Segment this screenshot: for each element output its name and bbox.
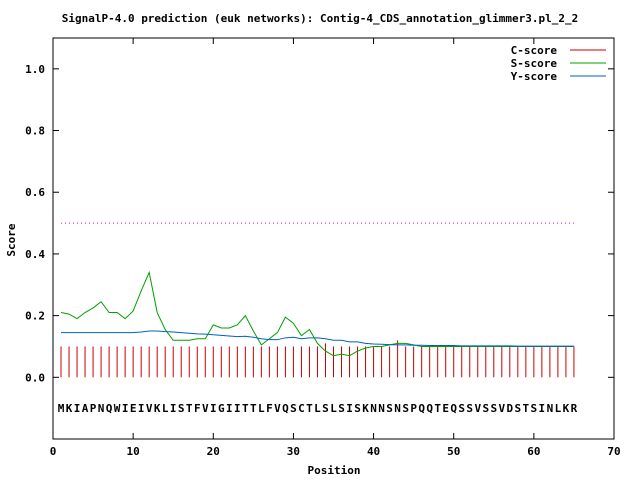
sequence-letter: L <box>330 402 337 415</box>
sequence-letter: K <box>66 402 73 415</box>
plot-border <box>52 37 615 440</box>
sequence-letter: T <box>434 402 441 415</box>
sequence-letter: F <box>266 402 273 415</box>
legend-label: C-score <box>511 44 558 57</box>
sequence-letter: L <box>555 402 562 415</box>
sequence-letter: W <box>114 402 121 415</box>
legend-label: Y-score <box>511 70 558 83</box>
sequence-letter: S <box>490 402 497 415</box>
sequence-letter: V <box>274 402 281 415</box>
sequence-letter: S <box>458 402 465 415</box>
sequence-letter: Q <box>106 402 113 415</box>
sequence-letter: I <box>346 402 353 415</box>
sequence-letter: K <box>563 402 570 415</box>
sequence-letter: A <box>82 402 89 415</box>
sequence-letter: Q <box>450 402 457 415</box>
sequence-letter: T <box>306 402 313 415</box>
sequence-letter: L <box>314 402 321 415</box>
x-axis-label: Position <box>308 464 361 477</box>
sequence-letter: S <box>290 402 297 415</box>
sequence-letter: V <box>202 402 209 415</box>
y-tick-label: 1.0 <box>25 63 45 76</box>
x-tick-label: 0 <box>50 445 57 458</box>
s-score-line <box>60 270 574 357</box>
sequence-letter: V <box>474 402 481 415</box>
sequence-letter: N <box>378 402 385 415</box>
sequence-letter: Q <box>418 402 425 415</box>
sequence-letter: I <box>122 402 129 415</box>
sequence-letter: D <box>507 402 514 415</box>
sequence-letter: S <box>354 402 361 415</box>
sequence-letter: L <box>258 402 265 415</box>
sequence-letter: L <box>162 402 169 415</box>
sequence-letter: K <box>362 402 369 415</box>
sequence-letter: I <box>539 402 546 415</box>
y-axis-label: Score <box>5 223 18 256</box>
x-tick-label: 20 <box>207 445 220 458</box>
sequence-letter: I <box>234 402 241 415</box>
sequence-letter: T <box>242 402 249 415</box>
sequence-letter: S <box>482 402 489 415</box>
sequence-letter: M <box>58 402 65 415</box>
sequence-letter: S <box>178 402 185 415</box>
sequence-letter: S <box>515 402 522 415</box>
sequence-letter: N <box>370 402 377 415</box>
sequence-letter: C <box>298 402 305 415</box>
sequence-letter: Q <box>426 402 433 415</box>
sequence-letter: Q <box>282 402 289 415</box>
sequence-letter: P <box>90 402 97 415</box>
sequence-letter: R <box>571 402 578 415</box>
x-tick-label: 30 <box>287 445 300 458</box>
sequence-letter: N <box>98 402 105 415</box>
sequence-letter: S <box>338 402 345 415</box>
sequence-letter: S <box>322 402 329 415</box>
y-tick-label: 0.8 <box>25 125 45 138</box>
sequence-letter: I <box>138 402 145 415</box>
sequence-letter: T <box>250 402 257 415</box>
sequence-letter: T <box>186 402 193 415</box>
sequence-letter: N <box>547 402 554 415</box>
sequence-letter: E <box>130 402 137 415</box>
y-tick-label: 0.4 <box>25 248 45 261</box>
y-tick-label: 0.0 <box>25 371 45 384</box>
legend-label: S-score <box>511 57 558 70</box>
sequence-letter: I <box>74 402 81 415</box>
chart-title: SignalP-4.0 prediction (euk networks): C… <box>62 12 579 25</box>
sequence-letter: V <box>146 402 153 415</box>
x-tick-label: 70 <box>607 445 620 458</box>
x-tick-label: 50 <box>447 445 460 458</box>
plot-axes: 0 10 20 30 40 50 60 70 0.0 0.2 0.4 0.6 0.8 1.0 <box>25 37 621 458</box>
sequence-letter: S <box>386 402 393 415</box>
sequence-letter: I <box>210 402 217 415</box>
x-tick-label: 10 <box>127 445 140 458</box>
sequence-letter: I <box>170 402 177 415</box>
y-tick-label: 0.6 <box>25 186 45 199</box>
sequence-letter: N <box>394 402 401 415</box>
sequence-letter: I <box>226 402 233 415</box>
sequence-letter: K <box>154 402 161 415</box>
sequence-letter: S <box>531 402 538 415</box>
sequence-letter: G <box>218 402 225 415</box>
sequence-letter: P <box>410 402 417 415</box>
x-tick-label: 40 <box>367 445 380 458</box>
sequence-letter: S <box>402 402 409 415</box>
sequence-letter: T <box>523 402 530 415</box>
y-tick-label: 0.2 <box>25 310 45 323</box>
y-score-line <box>61 330 574 347</box>
sequence-letter: V <box>498 402 505 415</box>
sequence-letter: S <box>466 402 473 415</box>
sequence-letter: E <box>442 402 449 415</box>
sequence-letter: F <box>194 402 201 415</box>
x-tick-label: 60 <box>527 445 540 458</box>
